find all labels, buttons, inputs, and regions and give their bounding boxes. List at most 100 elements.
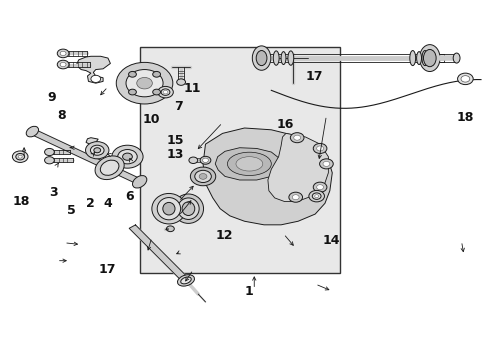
Circle shape [188,157,197,163]
Circle shape [12,151,28,162]
Ellipse shape [132,176,146,188]
Circle shape [194,170,211,183]
Text: 17: 17 [98,263,116,276]
Circle shape [290,133,304,143]
Text: 7: 7 [173,100,182,113]
Ellipse shape [26,126,39,137]
Text: 1: 1 [244,285,253,298]
Text: 3: 3 [49,186,58,199]
Text: 12: 12 [215,229,232,242]
Circle shape [122,153,132,160]
Text: 11: 11 [183,82,201,95]
Ellipse shape [177,275,194,286]
Circle shape [293,135,300,140]
Circle shape [137,77,152,89]
Circle shape [158,86,173,98]
Ellipse shape [287,51,293,65]
Circle shape [128,89,136,95]
Circle shape [60,62,66,67]
Ellipse shape [95,156,124,180]
Polygon shape [86,138,105,155]
Circle shape [161,89,169,95]
Ellipse shape [177,198,199,220]
Circle shape [190,167,215,186]
Circle shape [457,73,472,85]
Ellipse shape [173,194,203,224]
Text: 2: 2 [86,197,95,210]
Text: 4: 4 [103,197,112,210]
Ellipse shape [163,202,175,215]
Ellipse shape [181,277,191,284]
Circle shape [85,141,109,159]
Circle shape [176,79,185,85]
Circle shape [288,192,302,202]
Circle shape [163,90,167,94]
Circle shape [316,146,323,151]
Polygon shape [203,128,331,225]
Circle shape [116,62,172,104]
Circle shape [94,148,101,153]
Ellipse shape [256,50,266,66]
Ellipse shape [100,160,119,175]
Ellipse shape [152,193,185,224]
Circle shape [319,159,332,169]
Circle shape [16,153,24,160]
Circle shape [44,157,54,164]
Circle shape [57,49,69,58]
Text: 10: 10 [142,113,159,126]
Circle shape [308,190,324,202]
Circle shape [18,155,22,158]
Text: 5: 5 [66,204,75,217]
Text: 6: 6 [125,190,133,203]
Ellipse shape [281,51,285,64]
Polygon shape [76,56,110,83]
Polygon shape [30,129,142,184]
Ellipse shape [419,45,439,72]
Text: 18: 18 [13,195,30,208]
Circle shape [313,182,326,192]
Text: 15: 15 [166,134,183,147]
Circle shape [152,71,160,77]
Ellipse shape [236,157,262,171]
Circle shape [323,161,329,166]
Ellipse shape [157,198,180,220]
Circle shape [118,149,137,164]
Circle shape [60,51,66,55]
Circle shape [314,195,318,198]
Text: 9: 9 [47,91,56,104]
Ellipse shape [252,46,270,70]
Circle shape [44,148,54,156]
Circle shape [312,193,321,199]
Circle shape [199,174,206,179]
Text: 14: 14 [322,234,339,247]
Ellipse shape [416,51,421,64]
Text: 17: 17 [305,69,322,82]
Circle shape [128,71,136,77]
Circle shape [126,69,163,97]
Polygon shape [129,225,189,282]
Ellipse shape [182,202,194,216]
Circle shape [292,195,299,200]
Circle shape [202,158,208,162]
Circle shape [316,185,323,190]
Circle shape [166,226,174,231]
Ellipse shape [273,51,279,65]
Circle shape [200,156,210,164]
Ellipse shape [423,49,435,67]
Bar [140,47,339,273]
Circle shape [460,76,469,82]
Ellipse shape [452,53,459,63]
Ellipse shape [421,50,427,66]
Polygon shape [267,134,328,202]
Text: 13: 13 [166,148,183,161]
Circle shape [90,145,104,155]
Text: 16: 16 [276,118,293,131]
Circle shape [57,60,69,69]
Ellipse shape [227,152,271,176]
Circle shape [91,75,101,82]
Text: 8: 8 [57,109,65,122]
Circle shape [112,145,143,168]
Ellipse shape [409,50,415,66]
Text: 18: 18 [456,111,473,124]
Circle shape [313,143,326,153]
